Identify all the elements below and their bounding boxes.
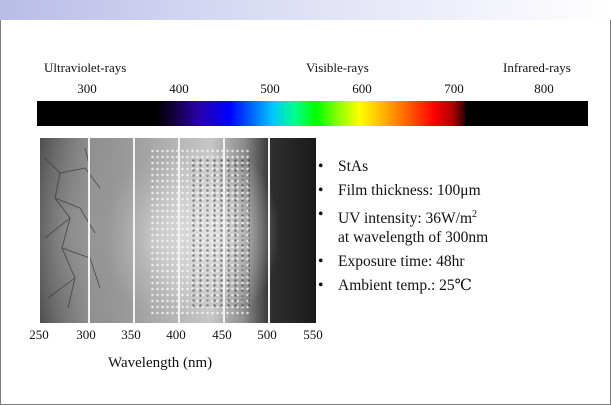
spectrum-label-infrared: Infrared-rays bbox=[503, 60, 571, 75]
spectrum-tick: 300 bbox=[77, 81, 97, 96]
spectrum-tick: 600 bbox=[352, 81, 372, 96]
list-item: • Exposure time: 48hr bbox=[318, 252, 488, 271]
axis-tick: 300 bbox=[76, 327, 96, 342]
list-item-text: UV intensity: 36W/m bbox=[338, 210, 473, 228]
superscript: 2 bbox=[472, 209, 478, 220]
wavelength-divider bbox=[223, 138, 225, 323]
list-item-text: StAs bbox=[338, 158, 369, 175]
list-item: • StAs bbox=[318, 157, 488, 176]
wavelength-divider bbox=[178, 138, 180, 323]
film-texture bbox=[150, 148, 250, 318]
bullet-icon: • bbox=[318, 158, 324, 175]
spectrum-tick: 800 bbox=[534, 81, 554, 96]
bullet-icon: • bbox=[318, 206, 324, 223]
list-item: • Ambient temp.: 25℃ bbox=[318, 276, 488, 295]
wavelength-divider bbox=[88, 138, 90, 323]
axis-tick: 400 bbox=[166, 327, 186, 342]
spectrum-tick: 400 bbox=[169, 81, 189, 96]
axis-tick: 350 bbox=[121, 327, 141, 342]
spectrum-tick: 500 bbox=[260, 81, 280, 96]
film-photo bbox=[40, 138, 316, 323]
axis-tick: 450 bbox=[212, 327, 232, 342]
list-item-text: Ambient temp.: 25℃ bbox=[338, 277, 473, 295]
list-item: • UV intensity: 36W/m2 at wavelength of … bbox=[318, 205, 488, 247]
list-item: • Film thickness: 100μm bbox=[318, 181, 488, 200]
bullet-icon: • bbox=[318, 277, 324, 295]
list-item-text: Film thickness: 100μm bbox=[338, 182, 481, 199]
spectrum-label-visible: Visible-rays bbox=[306, 60, 369, 75]
bullet-icon: • bbox=[318, 253, 324, 271]
axis-tick: 250 bbox=[29, 327, 49, 342]
axis-tick: 550 bbox=[303, 327, 323, 342]
wavelength-divider bbox=[133, 138, 135, 323]
visible-spectrum-gradient bbox=[155, 101, 465, 126]
crack-pattern bbox=[44, 147, 101, 309]
spectrum-bar bbox=[37, 101, 588, 126]
list-item-text: Exposure time: 48hr bbox=[338, 253, 465, 271]
slide-title-bar bbox=[0, 0, 611, 20]
spectrum-tick: 700 bbox=[444, 81, 464, 96]
axis-tick: 500 bbox=[257, 327, 277, 342]
bullet-icon: • bbox=[318, 182, 324, 199]
axis-label: Wavelength (nm) bbox=[108, 355, 213, 371]
film-texture bbox=[190, 158, 250, 308]
spectrum-label-ultraviolet: Ultraviolet-rays bbox=[44, 60, 127, 75]
list-item-text-continued: at wavelength of 300nm bbox=[338, 229, 489, 247]
conditions-list: • StAs • Film thickness: 100μm • UV inte… bbox=[318, 157, 488, 300]
wavelength-divider bbox=[268, 138, 270, 323]
